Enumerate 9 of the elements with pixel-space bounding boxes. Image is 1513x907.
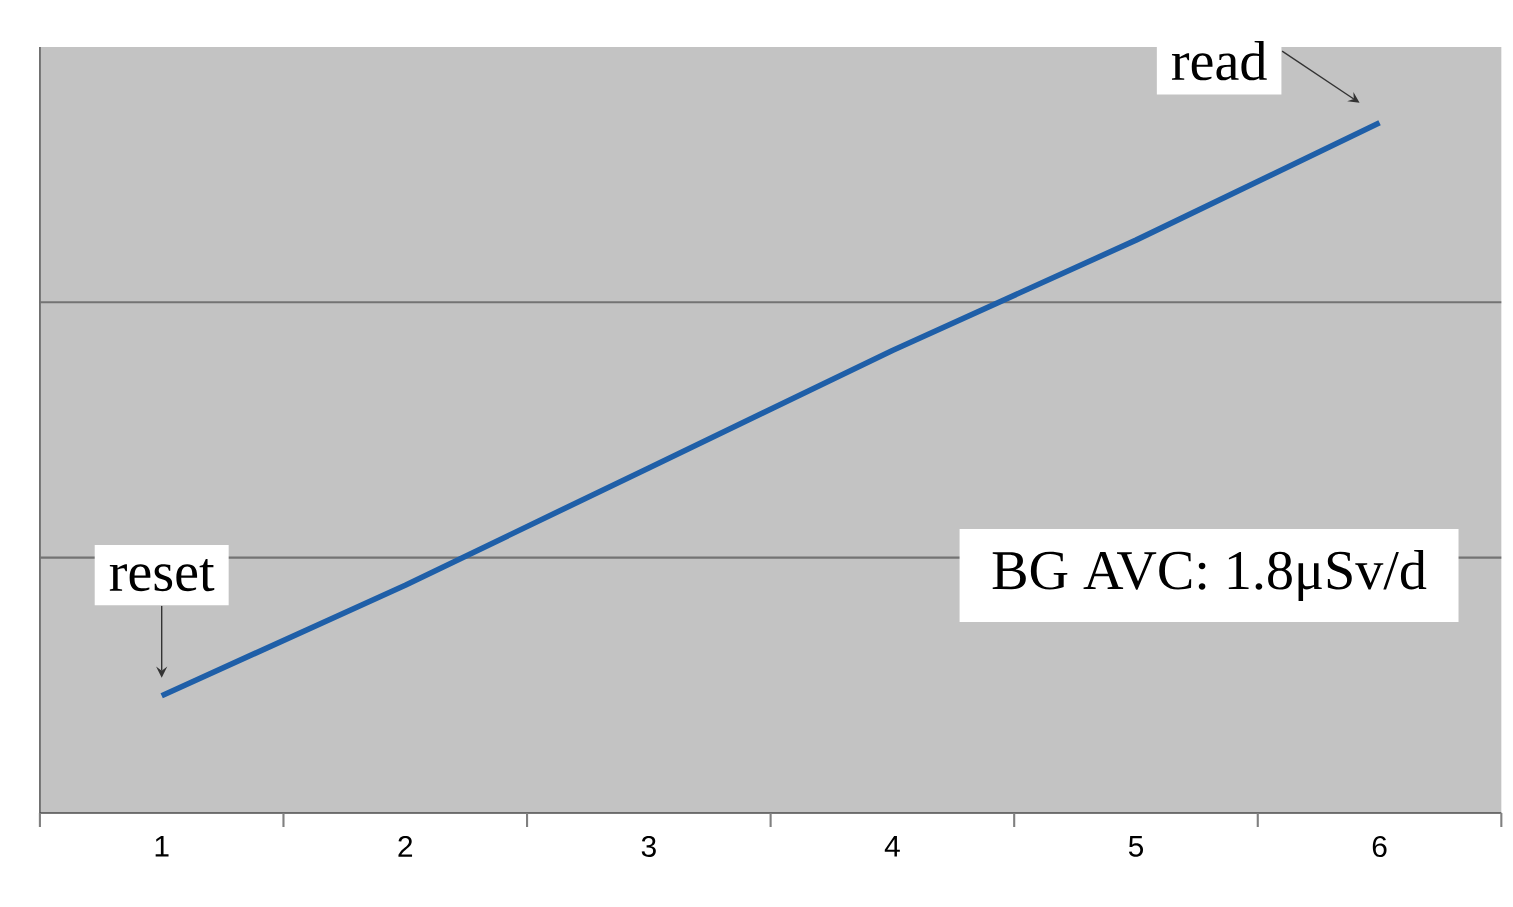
x-tick-label: 6 xyxy=(1372,836,1387,858)
annotation: BG AVC: 1.8μSv/d xyxy=(992,550,1427,602)
x-tick-label: 1 xyxy=(155,836,169,857)
x-tick-label: 3 xyxy=(641,836,656,858)
x-tick-label: 2 xyxy=(398,836,413,857)
annotation: reset xyxy=(109,559,215,592)
x-tick-label: 5 xyxy=(1128,836,1144,857)
annotation: read xyxy=(1171,41,1267,81)
x-tick-label: 4 xyxy=(884,836,900,857)
